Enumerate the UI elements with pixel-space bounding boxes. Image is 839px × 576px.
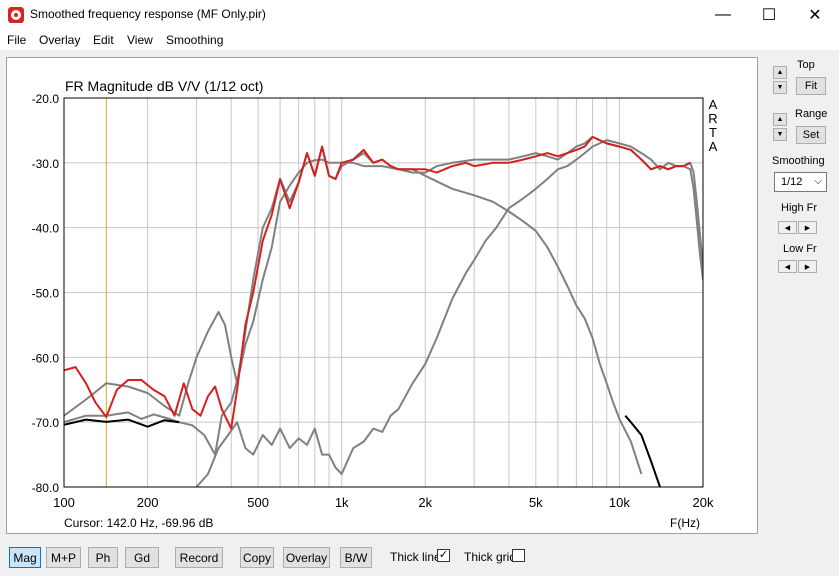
mag-button[interactable]: Mag — [9, 547, 41, 568]
x-tick-label: 1k — [335, 495, 349, 510]
high-fr-left-button[interactable]: ◀ — [778, 221, 797, 234]
chevron-down-icon: ⌵ — [814, 176, 822, 187]
overlay-button[interactable]: Overlay — [283, 547, 330, 568]
menu-bar: File Overlay Edit View Smoothing — [0, 30, 839, 50]
smoothing-select[interactable]: 1/12 ⌵ — [774, 172, 827, 192]
series-line-5 — [64, 135, 691, 430]
mag-phase-button[interactable]: M+P — [46, 547, 81, 568]
y-tick-label: -20.0 — [32, 92, 60, 106]
x-tick-label: 100 — [53, 495, 75, 510]
series-line-0 — [64, 158, 643, 475]
top-label: Top — [797, 59, 815, 71]
y-tick-label: -70.0 — [32, 416, 60, 430]
range-down-spin[interactable]: ▼ — [773, 128, 787, 141]
menu-file[interactable]: File — [7, 33, 27, 47]
right-control-panel: ▲ ▼ Top Fit ▲ ▼ Range Set Smoothing 1/12… — [764, 57, 839, 537]
minimize-button[interactable]: — — [715, 6, 731, 23]
app-icon — [8, 7, 24, 23]
x-tick-label: 200 — [137, 495, 159, 510]
fit-button[interactable]: Fit — [796, 77, 826, 95]
frequency-response-chart[interactable]: 100 200 500 1k 2k 5k 10k 20k -20.0 -30.0 -40.0 -50.… — [7, 58, 757, 533]
group-delay-button[interactable]: Gd — [125, 547, 159, 568]
low-fr-label: Low Fr — [783, 243, 817, 255]
bottom-toolbar: Mag M+P Ph Gd Record Copy Overlay B/W Th… — [0, 540, 839, 576]
top-down-spin[interactable]: ▼ — [773, 81, 787, 94]
window-title: Smoothed frequency response (MF Only.pir… — [30, 7, 266, 21]
low-fr-left-button[interactable]: ◀ — [778, 260, 797, 273]
low-fr-right-button[interactable]: ▶ — [798, 260, 817, 273]
bw-button[interactable]: B/W — [340, 547, 372, 568]
menu-overlay[interactable]: Overlay — [39, 33, 81, 47]
y-tick-label: -50.0 — [32, 287, 60, 301]
range-up-spin[interactable]: ▲ — [773, 113, 787, 126]
series-line-2 — [195, 139, 703, 487]
thick-grid-checkbox[interactable] — [512, 549, 525, 562]
menu-smoothing[interactable]: Smoothing — [166, 33, 224, 47]
y-tick-label: -80.0 — [32, 481, 60, 495]
x-axis-unit-label: F(Hz) — [670, 516, 700, 530]
x-tick-label: 10k — [609, 495, 630, 510]
series-line-4 — [624, 415, 661, 487]
smoothing-label: Smoothing — [772, 155, 825, 167]
y-tick-label: -40.0 — [32, 222, 60, 236]
thick-grid-label: Thick grid — [464, 550, 517, 564]
plot-frame — [63, 97, 704, 488]
thick-line-label: Thick line — [390, 550, 441, 564]
close-button[interactable]: ✕ — [808, 7, 822, 24]
arta-brand-label: ARTA — [708, 97, 718, 154]
series-line-3 — [64, 418, 180, 428]
y-tick-label: -60.0 — [32, 351, 60, 365]
smoothing-value: 1/12 — [781, 176, 803, 188]
x-tick-label: 20k — [693, 495, 714, 510]
x-tick-label: 2k — [418, 495, 432, 510]
top-up-spin[interactable]: ▲ — [773, 66, 787, 79]
high-fr-right-button[interactable]: ▶ — [798, 221, 817, 234]
y-tick-label: -30.0 — [32, 157, 60, 171]
menu-view[interactable]: View — [127, 33, 153, 47]
x-tick-label: 5k — [529, 495, 543, 510]
copy-button[interactable]: Copy — [240, 547, 274, 568]
menu-edit[interactable]: Edit — [93, 33, 114, 47]
chart-title: FR Magnitude dB V/V (1/12 oct) — [65, 78, 264, 94]
record-button[interactable]: Record — [175, 547, 223, 568]
thick-line-checkbox[interactable]: ✓ — [437, 549, 450, 562]
set-button[interactable]: Set — [796, 126, 826, 144]
range-label: Range — [795, 108, 828, 120]
plot-panel[interactable]: 100 200 500 1k 2k 5k 10k 20k -20.0 -30.0 -40.0 -50.… — [6, 57, 758, 534]
maximize-button[interactable]: ☐ — [761, 7, 777, 24]
high-fr-label: High Fr — [781, 202, 818, 214]
title-bar: Smoothed frequency response (MF Only.pir… — [0, 0, 839, 30]
x-tick-label: 500 — [247, 495, 269, 510]
cursor-readout: Cursor: 142.0 Hz, -69.96 dB — [64, 516, 214, 530]
phase-button[interactable]: Ph — [88, 547, 118, 568]
